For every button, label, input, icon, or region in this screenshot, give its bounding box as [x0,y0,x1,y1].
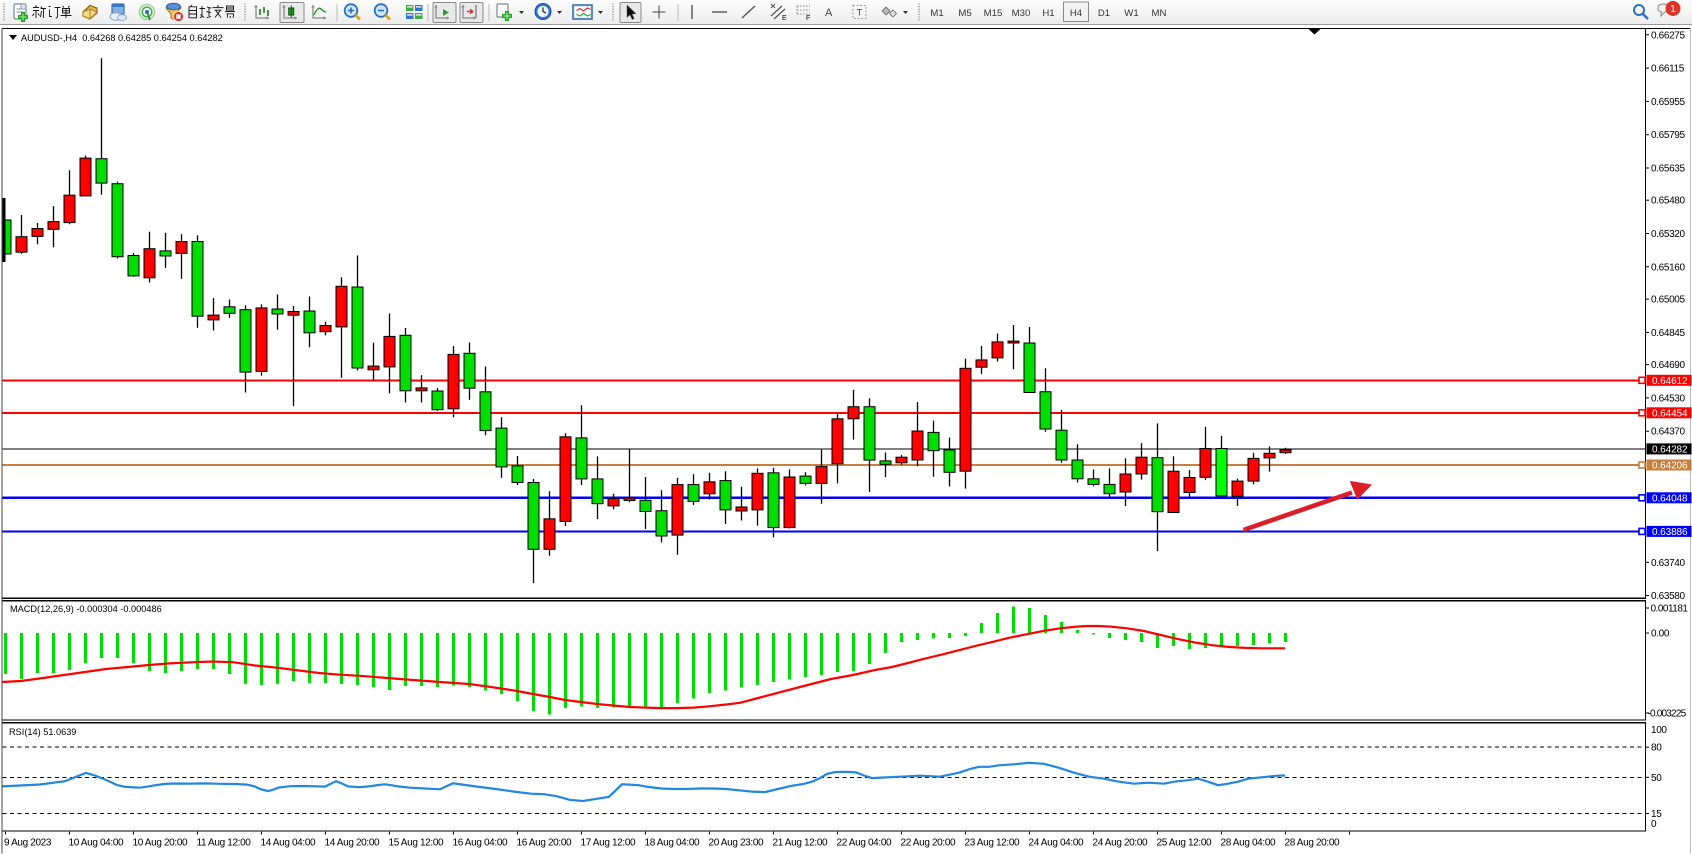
svg-text:50: 50 [1651,773,1662,784]
svg-text:0.65320: 0.65320 [1651,229,1685,240]
svg-text:0.64690: 0.64690 [1651,360,1685,371]
svg-text:AUDUSD-,H4 0.64268 0.64285 0.: AUDUSD-,H4 0.64268 0.64285 0.64254 0.642… [21,33,223,43]
svg-text:0.65635: 0.65635 [1651,164,1685,175]
svg-text:0.66115: 0.66115 [1651,64,1685,75]
svg-text:W1: W1 [1124,8,1138,19]
svg-text:0.66275: 0.66275 [1651,30,1685,41]
svg-text:RSI(14) 51.0639: RSI(14) 51.0639 [9,727,76,737]
svg-text:17 Aug 12:00: 17 Aug 12:00 [581,837,637,848]
svg-text:28 Aug 04:00: 28 Aug 04:00 [1221,837,1277,848]
svg-text:0.65160: 0.65160 [1651,262,1685,273]
svg-text:0.00: 0.00 [1651,629,1670,640]
svg-text:14 Aug 04:00: 14 Aug 04:00 [261,837,317,848]
svg-text:14 Aug 20:00: 14 Aug 20:00 [325,837,381,848]
svg-text:MN: MN [1152,8,1167,19]
svg-text:0.64454: 0.64454 [1652,408,1688,419]
svg-text:0.64530: 0.64530 [1651,393,1685,404]
svg-text:100: 100 [1651,725,1667,736]
svg-text:D1: D1 [1098,8,1110,19]
svg-text:0.63580: 0.63580 [1651,591,1685,602]
svg-text:M1: M1 [930,8,943,19]
svg-text:28 Aug 20:00: 28 Aug 20:00 [1285,837,1341,848]
svg-text:18 Aug 04:00: 18 Aug 04:00 [645,837,701,848]
svg-text:0.64206: 0.64206 [1652,461,1688,472]
svg-text:15 Aug 12:00: 15 Aug 12:00 [389,837,445,848]
svg-text:0.64612: 0.64612 [1652,376,1688,387]
svg-text:F: F [806,15,810,22]
svg-text:M5: M5 [958,8,971,19]
svg-text:23 Aug 12:00: 23 Aug 12:00 [965,837,1021,848]
svg-text:80: 80 [1651,743,1662,754]
svg-text:M30: M30 [1012,8,1031,19]
svg-text:A: A [825,7,833,19]
svg-text:22 Aug 04:00: 22 Aug 04:00 [837,837,893,848]
svg-text:25 Aug 12:00: 25 Aug 12:00 [1157,837,1213,848]
svg-text:21 Aug 12:00: 21 Aug 12:00 [773,837,829,848]
svg-text:0.64048: 0.64048 [1652,493,1688,504]
svg-text:24 Aug 20:00: 24 Aug 20:00 [1093,837,1149,848]
svg-text:10 Aug 04:00: 10 Aug 04:00 [69,837,125,848]
svg-text:10 Aug 20:00: 10 Aug 20:00 [133,837,189,848]
svg-text:-0.003225: -0.003225 [1648,709,1687,720]
svg-text:22 Aug 20:00: 22 Aug 20:00 [901,837,957,848]
svg-text:M15: M15 [984,8,1003,19]
svg-text:0.63886: 0.63886 [1652,527,1688,538]
svg-text:0.65795: 0.65795 [1651,130,1685,141]
svg-text:0.65955: 0.65955 [1651,97,1685,108]
svg-text:0.64282: 0.64282 [1652,445,1688,456]
svg-text:0.64845: 0.64845 [1651,328,1685,339]
svg-text:H1: H1 [1042,8,1054,19]
svg-text:1: 1 [1670,3,1676,15]
svg-text:H4: H4 [1070,8,1083,19]
svg-text:E: E [782,15,787,22]
svg-text:24 Aug 04:00: 24 Aug 04:00 [1029,837,1085,848]
svg-text:0: 0 [1651,819,1657,830]
svg-text:0.001181: 0.001181 [1651,604,1689,615]
svg-text:20 Aug 23:00: 20 Aug 23:00 [709,837,765,848]
svg-text:MACD(12,26,9) -0.000304 -0.000: MACD(12,26,9) -0.000304 -0.000486 [10,604,162,614]
svg-text:9 Aug 2023: 9 Aug 2023 [4,837,52,848]
svg-text:16 Aug 20:00: 16 Aug 20:00 [517,837,573,848]
svg-text:0.64370: 0.64370 [1651,427,1685,438]
svg-text:0.65005: 0.65005 [1651,295,1685,306]
svg-text:0.63740: 0.63740 [1651,558,1685,569]
svg-text:16 Aug 04:00: 16 Aug 04:00 [453,837,509,848]
svg-text:15: 15 [1651,809,1662,820]
svg-text:T: T [857,8,863,19]
svg-text:0.65480: 0.65480 [1651,196,1685,207]
svg-text:11 Aug 12:00: 11 Aug 12:00 [197,837,252,848]
